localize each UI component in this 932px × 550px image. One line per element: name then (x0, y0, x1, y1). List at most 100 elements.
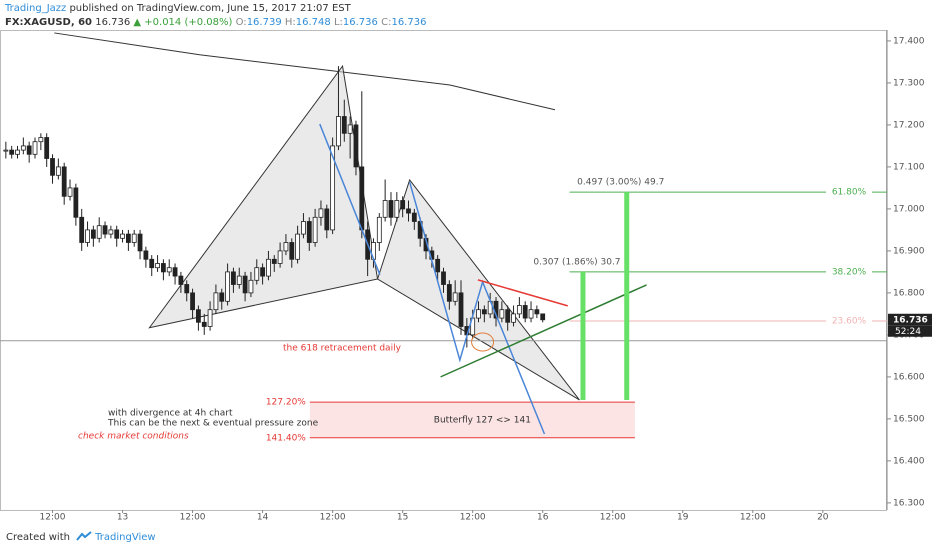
candle-body (289, 242, 295, 260)
zone-level-label: 127.20% (266, 398, 306, 408)
x-tick-label: 14 (257, 513, 269, 523)
candle-body (20, 145, 26, 151)
fib-label-bg (826, 315, 872, 328)
fib-label: 23.60% (832, 317, 867, 327)
candle-body (15, 149, 20, 155)
prz-zone (309, 402, 635, 438)
candle-body (231, 271, 236, 285)
footer: Created with TradingView (6, 530, 156, 543)
y-tick-label: 16.300 (893, 498, 925, 508)
candle-body (382, 200, 388, 218)
candle-body (277, 250, 283, 264)
quote-key: H: (284, 17, 296, 28)
candle-body (522, 305, 528, 319)
candle-body (137, 233, 143, 252)
candle-body (481, 309, 487, 315)
candle-body (85, 229, 90, 243)
resistance-line (477, 279, 569, 307)
retracement-label: the 618 retracement daily (283, 343, 402, 353)
change: ▲ +0.014 (+0.08%) (133, 17, 233, 28)
candle-body (201, 321, 207, 327)
candle-body (376, 216, 382, 243)
warning: check market conditions (78, 432, 189, 442)
quote-key: L: (333, 17, 343, 28)
x-tick-label: 19 (677, 513, 689, 523)
candle-body (3, 149, 9, 152)
projection-bar (624, 192, 630, 400)
candle-body (353, 124, 359, 168)
y-tick-label: 16.600 (893, 372, 925, 382)
projection-bar (580, 271, 586, 400)
zone-label: Butterfly 127 <> 141 (434, 415, 531, 425)
y-tick-label: 16.900 (893, 246, 925, 256)
candle-body (266, 258, 271, 277)
quote-value: 16.736 (342, 17, 378, 28)
quote-value: 16.748 (295, 17, 331, 28)
candle-body (260, 267, 265, 277)
harmonic-pattern (376, 178, 580, 401)
header: Trading_Jazz published on TradingView.co… (5, 3, 351, 14)
candle-body (155, 263, 160, 269)
moving-average (54, 32, 556, 111)
candle-body (114, 229, 120, 239)
candle-body (196, 309, 201, 323)
candle-body (32, 141, 38, 155)
candle-body (178, 275, 184, 285)
created: Created with (6, 532, 70, 543)
candle-body (540, 313, 546, 321)
x-tick-label: 12:00 (40, 513, 66, 523)
published: published on TradingView.com, June 15, 2… (69, 3, 351, 14)
symbol: FX:XAGUSD, 60 (5, 17, 93, 28)
candle-body (505, 309, 511, 323)
candle-body (242, 275, 248, 294)
candle-body (190, 292, 195, 311)
candle-body (44, 137, 50, 159)
fib-label: 61.80% (832, 188, 867, 198)
candle-body (160, 263, 166, 273)
y-tick-label: 17.100 (893, 162, 925, 172)
candle-body (406, 208, 411, 214)
projection-label: 0.497 (3.00%) 49.7 (577, 178, 664, 188)
candle-body (318, 208, 324, 218)
candle-body (476, 309, 481, 319)
y-tick-label: 17.000 (893, 204, 925, 214)
candle-body (207, 309, 213, 327)
candle-body (96, 225, 102, 239)
wave-line (319, 123, 381, 276)
candle-body (330, 145, 336, 231)
support-line (440, 284, 647, 378)
candle-body (9, 149, 15, 155)
x-tick-label: 13 (117, 513, 128, 523)
candle-body (306, 221, 312, 243)
countdown-tag (888, 325, 932, 337)
candle-body (534, 309, 540, 315)
candle-body (254, 267, 260, 281)
candle-body (219, 292, 225, 302)
candle-body (271, 258, 277, 264)
candle-body (336, 116, 341, 147)
author[interactable]: Trading_Jazz (5, 3, 67, 14)
candle-body (441, 271, 446, 285)
candle-body (131, 233, 137, 243)
x-tick-label: 15 (397, 513, 408, 523)
candle-body (295, 233, 301, 260)
candle-body (213, 292, 219, 311)
quote-value: 16.739 (246, 17, 282, 28)
candle-body (341, 116, 347, 134)
last-price-tag (888, 313, 932, 326)
candle-body (499, 309, 505, 319)
candle-body (149, 258, 155, 269)
candle-body (283, 242, 289, 252)
candle-body (236, 275, 242, 285)
candle-body (50, 158, 55, 176)
candle-body (166, 267, 172, 273)
candle-body (90, 229, 96, 239)
candle-body (435, 258, 441, 273)
last: 16.736 (95, 17, 131, 28)
fib-label: 38.20% (832, 267, 867, 277)
candle-body (388, 200, 394, 218)
chart: 17.400 17.300 17.200 17.100 17.000 16.900 16.8… (0, 30, 932, 523)
brand[interactable]: TradingView (95, 532, 156, 543)
candle-body (400, 200, 406, 210)
